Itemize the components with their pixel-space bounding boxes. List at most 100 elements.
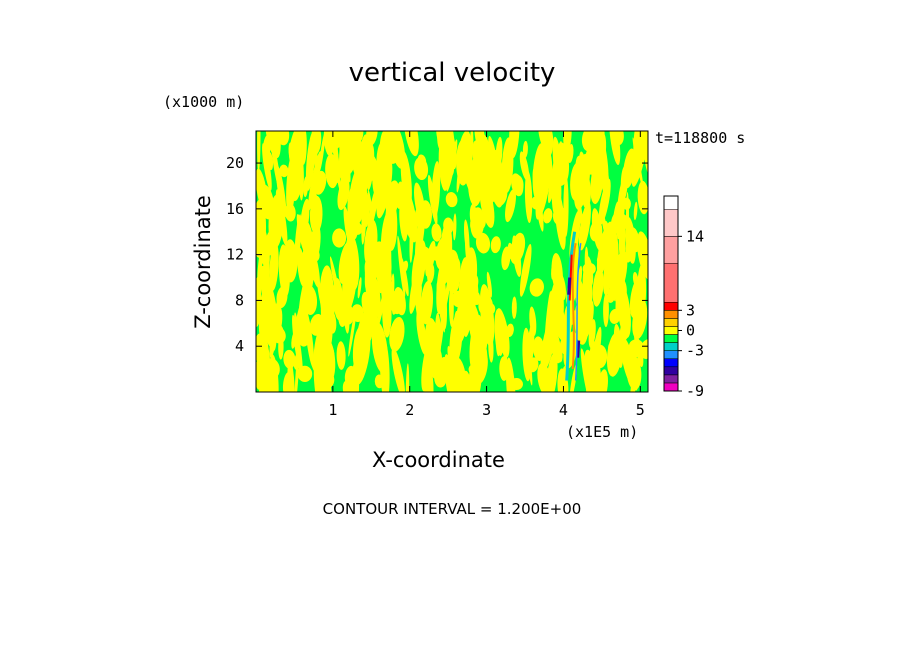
positive-patch	[532, 336, 545, 361]
positive-patch	[636, 136, 645, 162]
plot-frame	[255, 130, 649, 393]
positive-patch	[293, 352, 302, 370]
colorbar-bin	[663, 318, 679, 327]
colorbar-label: -3	[686, 342, 704, 360]
positive-patch	[615, 277, 627, 302]
positive-patch	[569, 363, 578, 392]
positive-patch	[575, 155, 591, 207]
colorbar-bin	[663, 342, 679, 351]
time-label: t=118800 s	[655, 129, 746, 147]
positive-patch	[490, 236, 501, 254]
positive-patch	[505, 189, 516, 223]
positive-patch	[463, 219, 470, 254]
positive-patch	[320, 279, 335, 336]
colorbar-label: 3	[686, 301, 695, 319]
positive-patch	[297, 247, 306, 287]
positive-patch	[344, 365, 357, 387]
positive-patch	[399, 199, 408, 242]
y-tick-label: 12	[226, 246, 244, 264]
positive-patch	[371, 241, 387, 266]
positive-patch	[257, 331, 269, 392]
positive-patch	[506, 323, 514, 337]
positive-patch	[303, 176, 309, 198]
positive-patch	[289, 131, 303, 164]
positive-patch	[409, 214, 414, 263]
positive-patch	[436, 131, 446, 147]
positive-patch	[524, 170, 533, 223]
positive-patch	[475, 232, 491, 254]
positive-patch	[332, 278, 344, 321]
updraft-contour	[574, 243, 582, 381]
positive-patch	[501, 246, 511, 271]
updraft-contour	[565, 231, 577, 381]
colorbar-bin	[663, 262, 679, 303]
positive-patch	[309, 313, 325, 336]
colorbar-label: 14	[686, 227, 704, 245]
positive-patch	[268, 131, 277, 147]
positive-patch	[597, 369, 608, 392]
positive-patch	[467, 157, 484, 207]
colorbar-label: -9	[686, 382, 704, 400]
positive-patch	[453, 357, 460, 381]
positive-patch	[363, 192, 370, 227]
y-unit-label: (x1000 m)	[163, 93, 245, 111]
positive-patch	[282, 372, 291, 392]
positive-patch	[532, 143, 546, 200]
positive-patch	[403, 131, 419, 157]
positive-patch	[468, 363, 483, 376]
positive-patch	[376, 176, 388, 202]
positive-patch	[287, 358, 295, 392]
positive-patch	[278, 244, 291, 298]
x-tick-label: 1	[328, 401, 337, 419]
positive-patch	[606, 287, 616, 303]
positive-patch	[637, 180, 648, 215]
positive-patch	[256, 199, 267, 258]
positive-patch	[529, 278, 544, 297]
positive-patch	[343, 261, 358, 314]
positive-patch	[439, 307, 445, 349]
positive-patch	[509, 377, 523, 391]
positive-patch	[445, 192, 458, 208]
positive-patch	[364, 296, 376, 336]
positive-patch	[562, 148, 571, 162]
x-tick-label: 4	[559, 401, 568, 419]
positive-patch	[540, 312, 557, 372]
positive-patch	[596, 253, 607, 267]
positive-patch	[364, 254, 373, 302]
positive-patch	[400, 151, 412, 208]
positive-patch	[552, 206, 567, 226]
positive-patch	[501, 137, 514, 194]
positive-patch	[320, 337, 336, 383]
positive-patch	[620, 166, 628, 200]
colorbar-bin	[663, 209, 679, 237]
positive-patch	[629, 227, 640, 253]
colorbar-bin	[663, 350, 679, 359]
positive-patch	[309, 195, 323, 234]
positive-patch	[574, 300, 589, 345]
positive-patch	[580, 348, 592, 392]
positive-patch	[582, 264, 593, 313]
positive-patch	[414, 280, 422, 303]
positive-patch	[368, 133, 373, 158]
positive-patch	[452, 213, 457, 241]
positive-patch	[595, 131, 609, 184]
positive-patch	[286, 154, 296, 217]
positive-patch	[438, 267, 448, 330]
positive-patch	[489, 180, 497, 202]
chart-title: vertical velocity	[348, 58, 556, 88]
positive-patch	[448, 131, 457, 170]
positive-patch	[617, 213, 629, 230]
contour-interval-note: CONTOUR INTERVAL = 1.200E+00	[322, 500, 582, 518]
positive-patch	[546, 352, 558, 392]
positive-patch	[400, 256, 409, 297]
positive-patch	[484, 288, 491, 344]
positive-patch	[578, 201, 591, 251]
colorbar-bin	[663, 366, 679, 376]
positive-patch	[603, 253, 613, 296]
positive-patch	[366, 131, 378, 146]
positive-patch	[332, 228, 347, 248]
positive-patch	[607, 343, 617, 371]
positive-patch	[381, 280, 394, 315]
positive-patch	[522, 140, 528, 158]
